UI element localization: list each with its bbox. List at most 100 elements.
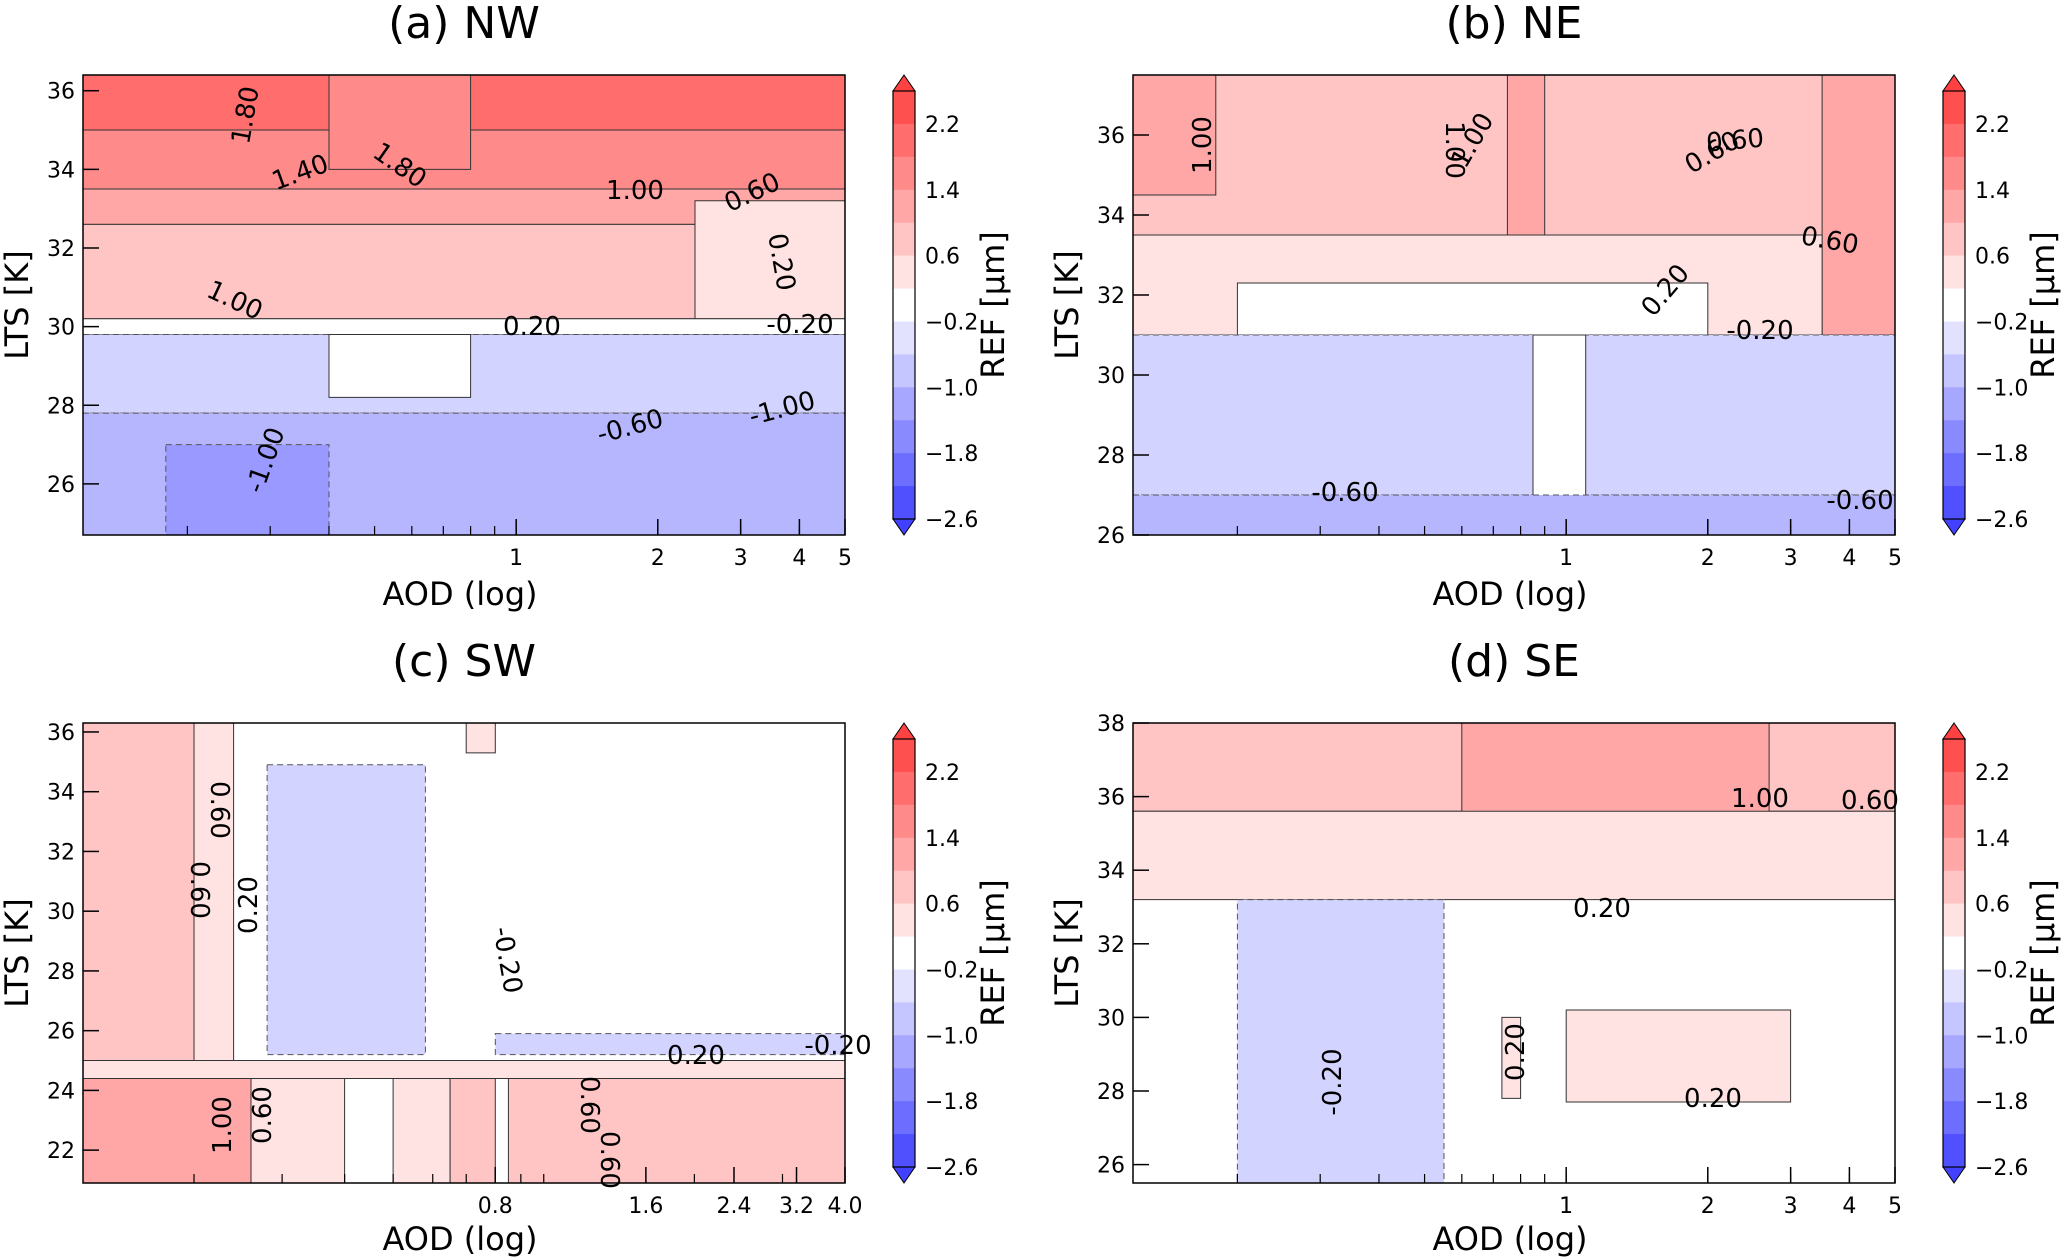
panel-b-colorbar: 2.2 1.4 0.6 −0.2 −1.0 −1.8 −2.6 [1942,74,2028,536]
x-tick-label: 4 [792,546,806,571]
contour-label: 1.00 [1439,121,1469,179]
x-tick-label: 1 [1559,546,1573,571]
y-tick-label: 38 [1097,712,1125,737]
colorbar-band [1943,255,1965,290]
panel-a-x-axis-label: AOD (log) [382,575,537,613]
colorbar-tick-label: −0.2 [1975,310,2028,335]
contour-label: 0.20 [1501,1023,1531,1081]
x-tick-label: 4 [1842,546,1856,571]
colorbar-band [1943,1101,1965,1135]
colorbar-tick-label: −2.6 [925,1156,978,1181]
panel-c-title: (c) SW [392,636,536,687]
colorbar-tick-label: 1.4 [925,827,960,852]
y-tick-label: 30 [47,900,75,925]
y-tick-label: 30 [47,316,75,341]
colorbar-band [1943,91,1965,125]
panel-d-y-axis-label: LTS [K] [1048,898,1086,1007]
colorbar-tick-label: −1.8 [1975,442,2028,467]
colorbar-band [893,739,915,773]
colorbar-tick-label: −1.8 [1975,1090,2028,1115]
contour-label: 1.00 [208,1096,238,1154]
contour-region [1461,723,1770,820]
colorbar-extend-top [892,74,916,92]
colorbar-extend-top [892,722,916,740]
contour-region [266,764,426,1056]
colorbar-band [893,837,915,872]
contour-region [1236,899,1445,1183]
contour-region [328,75,472,170]
panel-a-colorbar: 2.2 1.4 0.6 −0.2 −1.0 −1.8 −2.6 [892,74,978,536]
contour-region [1133,810,1895,901]
contour-label: 1.00 [1731,784,1789,814]
colorbar-band [893,870,915,905]
colorbar-band [893,189,915,224]
colorbar-tick-label: −2.6 [925,508,978,533]
contour-label: 1.00 [606,176,664,206]
contour-label: -0.60 [1311,478,1378,508]
y-tick-label: 32 [47,237,75,262]
panel-b-regions [1133,75,1895,535]
colorbar-extend-top [1942,722,1966,740]
colorbar-band [893,420,915,454]
colorbar-band [1943,222,1965,257]
panel-d-colorbar: 2.2 1.4 0.6 −0.2 −1.0 −1.8 −2.6 [1942,722,2028,1184]
contour-label: 0.20 [503,312,561,342]
contour-region [83,188,845,225]
x-tick-label: 2 [651,546,665,571]
colorbar-tick-label: −1.8 [925,442,978,467]
colorbar-tick-label: 2.2 [925,113,960,138]
y-tick-label: 22 [47,1139,75,1164]
panel-c-contour-labels: 0.600.60 0.20-0.200.20 -0.200.600.601.00 0.… [184,781,872,1189]
panel-a-frame [82,74,846,536]
colorbar-band [893,804,915,839]
contour-region [83,318,845,335]
panel-b-x-axis-label: AOD (log) [1432,575,1587,613]
panel-a-regions [83,75,845,535]
panel-a-colorbar-label: REF [µm] [974,231,1012,379]
contour-label: 0.60 [1841,786,1899,816]
contour-region [83,1078,252,1183]
colorbar-band [1943,936,1965,970]
colorbar-band [893,354,915,388]
contour-label: -0.60 [1826,486,1893,516]
contour-label: -0.20 [1318,1048,1348,1115]
panel-a-y-axis-label: LTS [K] [0,250,36,359]
contour-label: 0.60 [594,1131,624,1189]
contour-region [1133,75,1217,196]
panel-c: (c) SW 0.8 1.6 2.4 3.2 4.0 2224262830323436 … [0,636,1012,1257]
contour-label: 0.60 [1705,124,1765,159]
colorbar-band [893,1002,915,1036]
panel-c-colorbar: 2.2 1.4 0.6 −0.2 −1.0 −1.8 −2.6 [892,722,978,1184]
panel-b-y-axis-label: LTS [K] [1048,250,1086,359]
contour-region [250,1078,346,1183]
colorbar-tick-label: −0.2 [925,958,978,983]
colorbar-tick-label: 0.6 [1975,245,2010,270]
panel-a-y-ticks: 26 28 30 32 34 36 [47,80,99,498]
y-tick-label: 26 [47,473,75,498]
colorbar-band [1943,903,1965,938]
colorbar-tick-label: −1.0 [925,376,978,401]
colorbar-tick-label: −2.6 [1975,1156,2028,1181]
colorbar-band [893,255,915,290]
panel-d-x-ticks: 1 2 3 4 5 [1236,1167,1902,1219]
y-tick-label: 32 [1097,284,1125,309]
panel-c-colorbar-label: REF [µm] [974,879,1012,1027]
colorbar-band [1943,420,1965,454]
contour-label: -0.20 [804,1031,871,1061]
contour-region [392,1078,451,1183]
colorbar-extend-bottom [1942,1166,1966,1184]
y-tick-label: 34 [47,781,75,806]
contour-region [1133,334,1895,496]
colorbar-tick-label: −2.6 [1975,508,2028,533]
colorbar-tick-label: 2.2 [925,761,960,786]
colorbar-band [893,387,915,421]
contour-label: 0.20 [1573,894,1631,924]
contour-label: -0.20 [766,310,833,340]
colorbar-tick-label: 0.6 [1975,893,2010,918]
y-tick-label: 28 [1097,444,1125,469]
colorbar-band [893,969,915,1003]
colorbar-band [1943,123,1965,158]
panel-c-regions [83,723,845,1183]
